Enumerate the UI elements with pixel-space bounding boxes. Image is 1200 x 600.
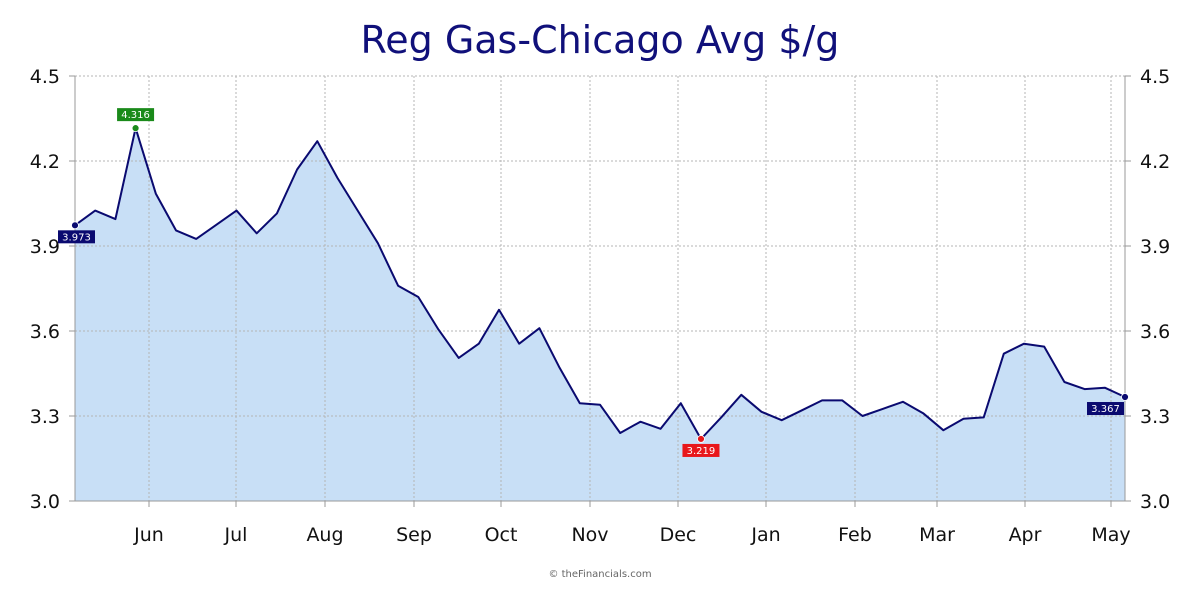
- y-tick-label-left: 3.9: [30, 236, 60, 258]
- data-point-start: [71, 221, 79, 230]
- x-tick-label: Sep: [396, 524, 432, 546]
- y-tick-label-left: 3.3: [30, 406, 60, 428]
- data-point-min: [697, 435, 705, 443]
- area-fill: [75, 128, 1125, 501]
- y-tick-label-right: 3.0: [1140, 491, 1170, 513]
- y-tick-label-right: 3.9: [1140, 236, 1170, 258]
- y-tick-label-left: 4.5: [30, 66, 60, 88]
- data-label-last: 3.367: [1091, 404, 1120, 415]
- data-label-box-min: [682, 443, 720, 457]
- y-tick-label-left: 3.0: [30, 491, 60, 513]
- chart-title: Reg Gas-Chicago Avg $/g: [360, 18, 840, 62]
- data-point-max: [131, 124, 140, 133]
- x-tick-label: Jun: [133, 524, 164, 546]
- x-tick-label: Mar: [919, 524, 955, 546]
- data-point-last: [1121, 393, 1129, 401]
- y-tick-label-left: 3.6: [30, 321, 60, 343]
- x-tick-label: Jul: [224, 524, 248, 546]
- y-tick-label-right: 4.2: [1140, 151, 1170, 173]
- chart-credit: © theFinancials.com: [548, 569, 652, 580]
- y-tick-label-left: 4.2: [30, 151, 60, 173]
- data-label-start: 3.973: [62, 232, 91, 243]
- y-tick-label-right: 3.3: [1140, 406, 1170, 428]
- data-label-max: 4.316: [121, 110, 150, 121]
- x-tick-label: Jan: [750, 524, 780, 546]
- x-tick-label: Aug: [306, 524, 343, 546]
- x-tick-label: May: [1091, 524, 1130, 546]
- x-tick-label: Nov: [571, 524, 608, 546]
- data-label-box-start: [58, 230, 95, 244]
- data-label-box-max: [117, 108, 155, 122]
- data-label-box-last: [1087, 402, 1124, 416]
- y-tick-label-right: 4.5: [1140, 66, 1170, 88]
- x-tick-label: Dec: [660, 524, 697, 546]
- series-line: [74, 127, 1126, 440]
- data-label-min: 3.219: [687, 446, 716, 457]
- x-tick-label: Feb: [838, 524, 872, 546]
- x-tick-label: Apr: [1009, 524, 1042, 546]
- y-tick-label-right: 3.6: [1140, 321, 1170, 343]
- x-tick-label: Oct: [485, 524, 518, 546]
